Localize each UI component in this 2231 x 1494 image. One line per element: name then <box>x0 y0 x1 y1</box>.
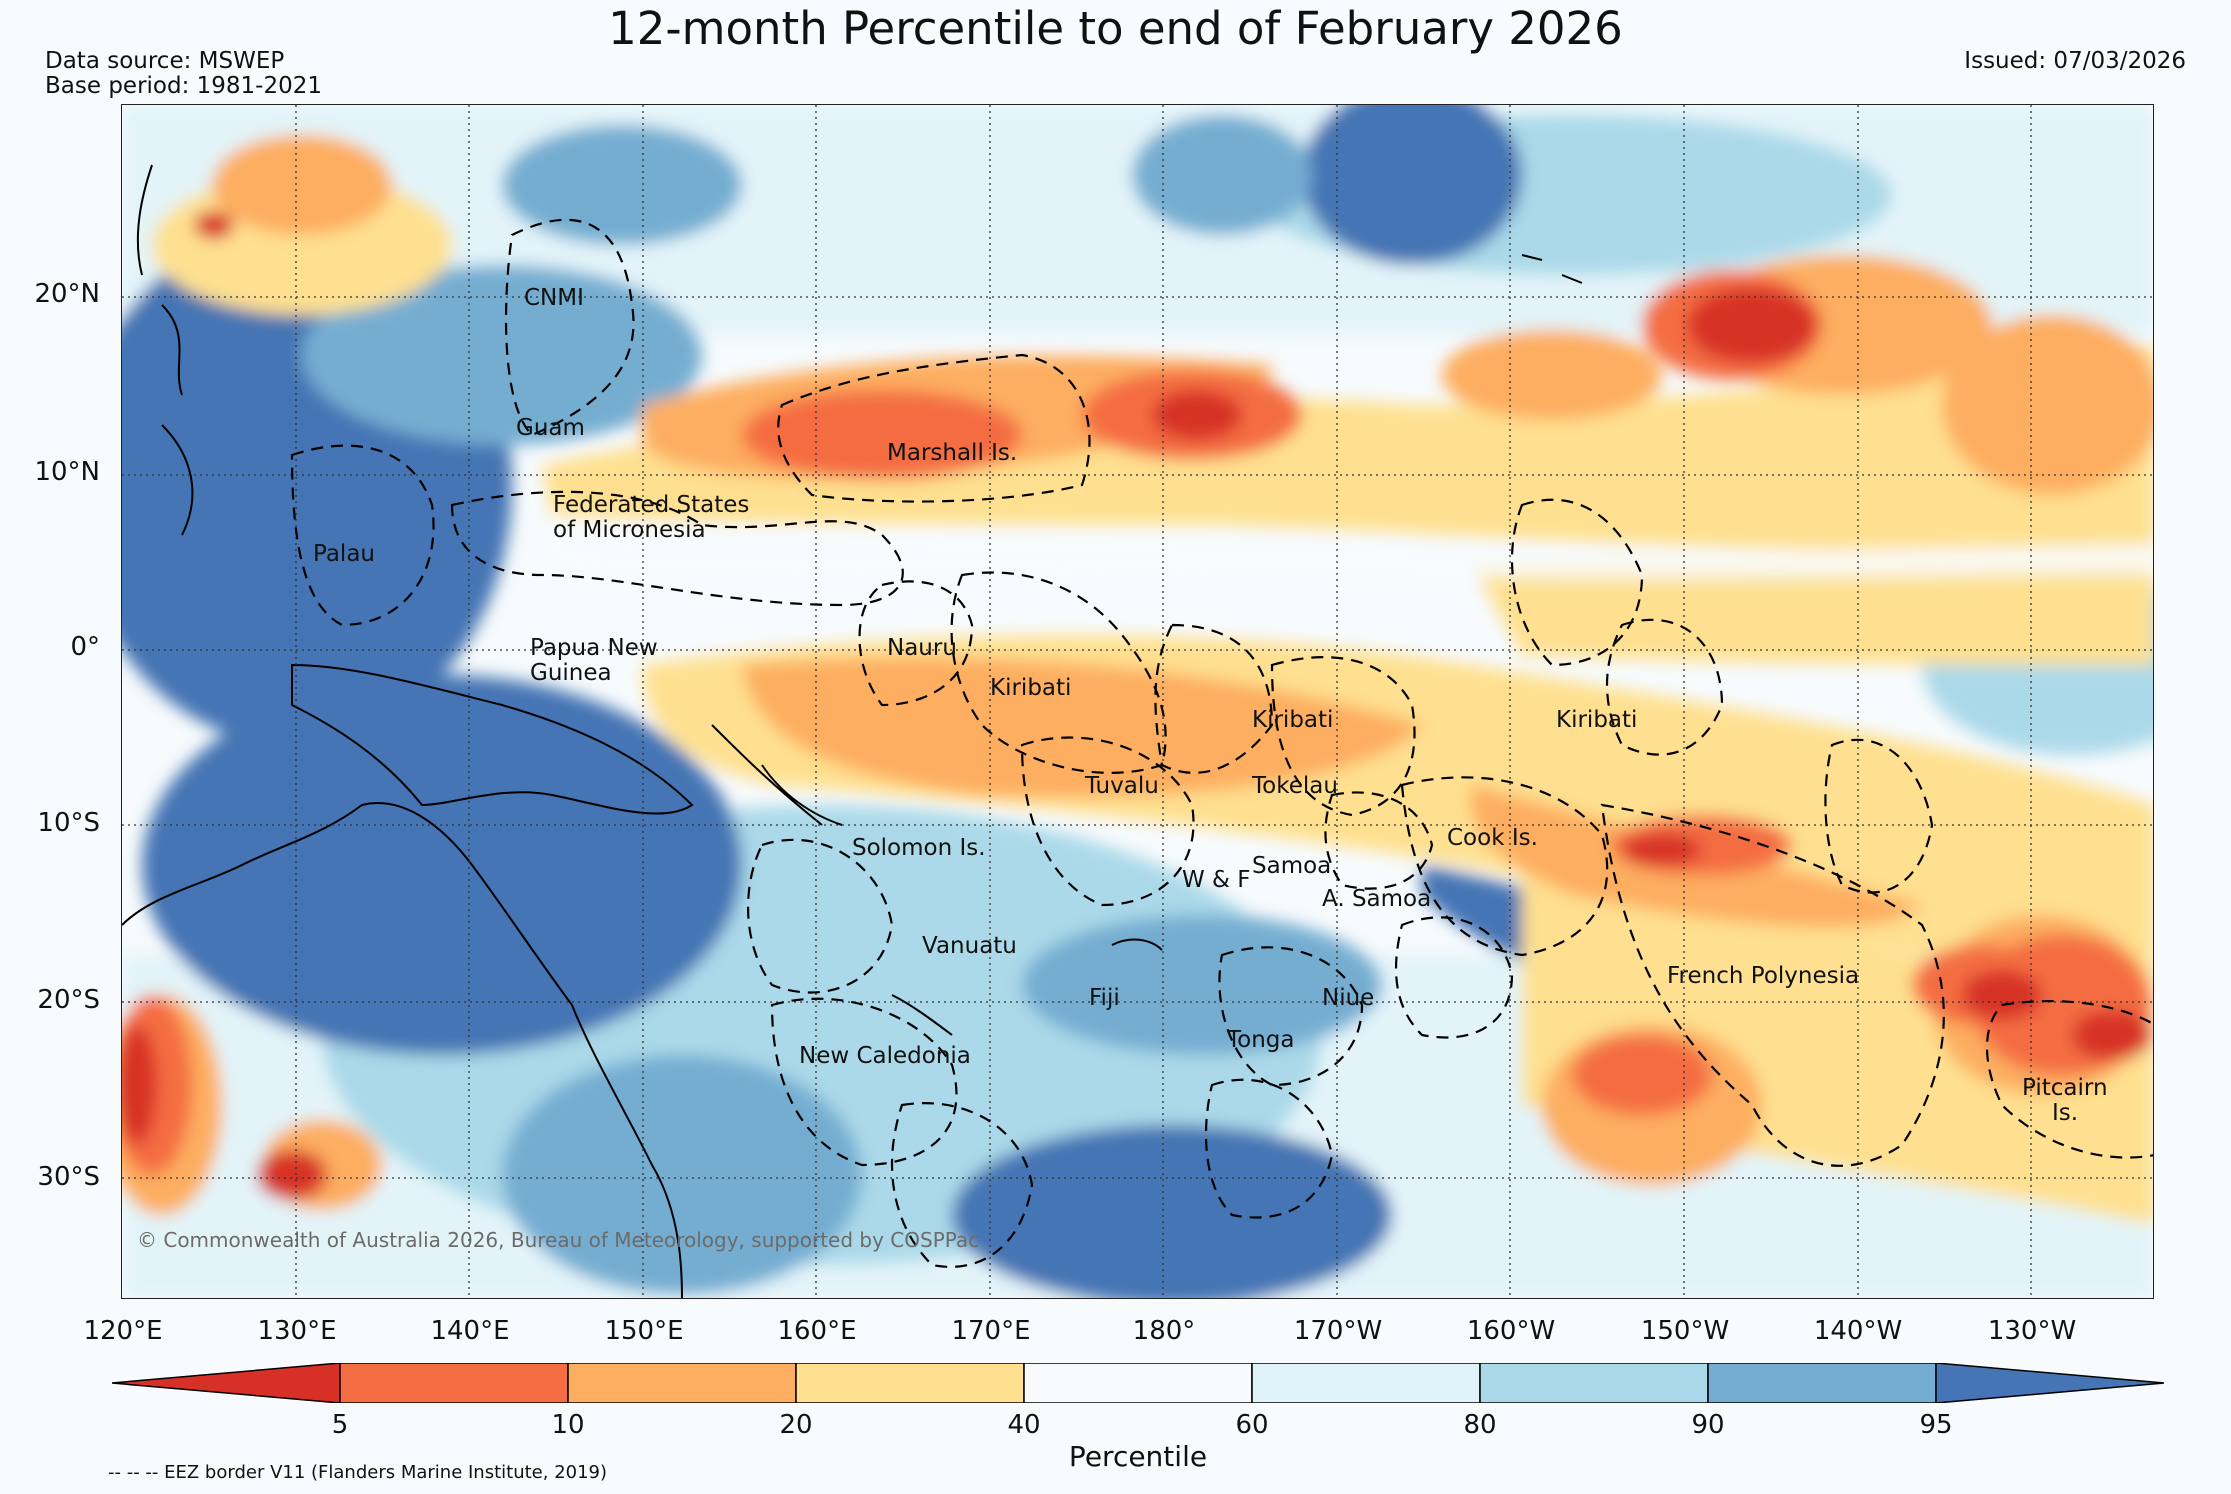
colorbar-tick-60: 60 <box>1235 1410 1269 1440</box>
label-fsm-line1: Federated States <box>553 492 749 518</box>
eez-legend: -- -- -- EEZ border V11 (Flanders Marine… <box>108 1462 608 1483</box>
percentile-colorbar <box>112 1363 2164 1403</box>
lon-label-170w: 170°W <box>1293 1316 1383 1346</box>
map-title: 12-month Percentile to end of February 2… <box>608 2 1623 55</box>
label-tuvalu: Tuvalu <box>1084 773 1159 799</box>
lat-label-10n: 10°N <box>34 457 100 487</box>
percentile-field: CNMI Guam Marshall Is. Federated States … <box>122 105 2153 1298</box>
label-solomon-islands: Solomon Is. <box>852 835 986 861</box>
colorbar-segment-gt95 <box>1935 1363 2164 1403</box>
base-period-label: Base period: 1981-2021 <box>45 73 323 99</box>
colorbar-segment-90-95 <box>1707 1363 1937 1403</box>
label-fsm-line2: of Micronesia <box>553 517 706 543</box>
label-samoa: Samoa <box>1252 853 1331 879</box>
label-png-line2: Guinea <box>530 660 612 686</box>
copyright-notice: © Commonwealth of Australia 2026, Bureau… <box>137 1228 979 1252</box>
label-cook-islands: Cook Is. <box>1447 825 1538 851</box>
label-cnmi: CNMI <box>524 285 584 311</box>
colorbar-segment-40-60 <box>1023 1363 1253 1403</box>
colorbar-tick-90: 90 <box>1691 1410 1725 1440</box>
label-nauru: Nauru <box>887 635 957 661</box>
label-vanuatu: Vanuatu <box>922 933 1017 959</box>
colorbar-tick-95: 95 <box>1919 1410 1953 1440</box>
label-palau: Palau <box>313 541 375 567</box>
colorbar-tick-20: 20 <box>779 1410 813 1440</box>
colorbar-segment-20-40 <box>795 1363 1025 1403</box>
label-niue: Niue <box>1322 985 1374 1011</box>
map-panel: CNMI Guam Marshall Is. Federated States … <box>121 104 2154 1299</box>
lat-label-20s: 20°S <box>37 985 100 1015</box>
colorbar-tick-40: 40 <box>1007 1410 1041 1440</box>
data-source-label: Data source: MSWEP <box>45 48 285 74</box>
label-kiribati-east: Kiribati <box>1556 707 1637 733</box>
coastlines <box>122 164 1583 1298</box>
label-new-caledonia: New Caledonia <box>799 1043 971 1069</box>
label-pitcairn-line1: Pitcairn <box>2022 1075 2108 1101</box>
colorbar-title: Percentile <box>1068 1440 1208 1473</box>
colorbar-segment-80-90 <box>1479 1363 1709 1403</box>
lat-label-20n: 20°N <box>34 279 100 309</box>
colorbar-tick-10: 10 <box>551 1410 585 1440</box>
lat-label-0: 0° <box>70 632 100 662</box>
lon-label-180: 180° <box>1132 1316 1196 1346</box>
label-png-line1: Papua New <box>530 635 658 661</box>
lon-label-120e: 120°E <box>83 1316 163 1346</box>
lon-label-130w: 130°W <box>1987 1316 2077 1346</box>
lon-label-150w: 150°W <box>1640 1316 1730 1346</box>
eez-borders <box>290 218 2153 1268</box>
label-kiribati-west: Kiribati <box>990 675 1071 701</box>
colorbar-segment-10-20 <box>567 1363 797 1403</box>
label-french-polynesia: French Polynesia <box>1667 963 1859 989</box>
lat-label-10s: 10°S <box>37 808 100 838</box>
lon-label-140w: 140°W <box>1813 1316 1903 1346</box>
label-kiribati-central: Kiribati <box>1252 707 1333 733</box>
label-fiji: Fiji <box>1089 985 1120 1011</box>
issued-date-label: Issued: 07/03/2026 <box>1964 48 2186 74</box>
label-american-samoa: A. Samoa <box>1322 886 1431 912</box>
lon-label-150e: 150°E <box>604 1316 684 1346</box>
label-tonga: Tonga <box>1226 1027 1294 1053</box>
lon-label-130e: 130°E <box>257 1316 337 1346</box>
lon-label-170e: 170°E <box>951 1316 1031 1346</box>
colorbar-segment-60-80 <box>1251 1363 1481 1403</box>
lon-label-140e: 140°E <box>430 1316 510 1346</box>
lon-label-160e: 160°E <box>777 1316 857 1346</box>
label-guam: Guam <box>516 415 585 441</box>
lat-label-30s: 30°S <box>37 1162 100 1192</box>
colorbar-segment-5-10 <box>339 1363 569 1403</box>
label-tokelau: Tokelau <box>1251 773 1338 799</box>
colorbar-tick-80: 80 <box>1463 1410 1497 1440</box>
label-pitcairn-line2: Is. <box>2052 1100 2078 1126</box>
label-marshall-islands: Marshall Is. <box>887 440 1017 466</box>
label-wallis-futuna: W & F <box>1182 867 1251 893</box>
graticule <box>122 105 2153 1298</box>
lon-label-160w: 160°W <box>1466 1316 1556 1346</box>
colorbar-segment-lt5 <box>112 1363 341 1403</box>
colorbar-tick-5: 5 <box>331 1410 349 1440</box>
